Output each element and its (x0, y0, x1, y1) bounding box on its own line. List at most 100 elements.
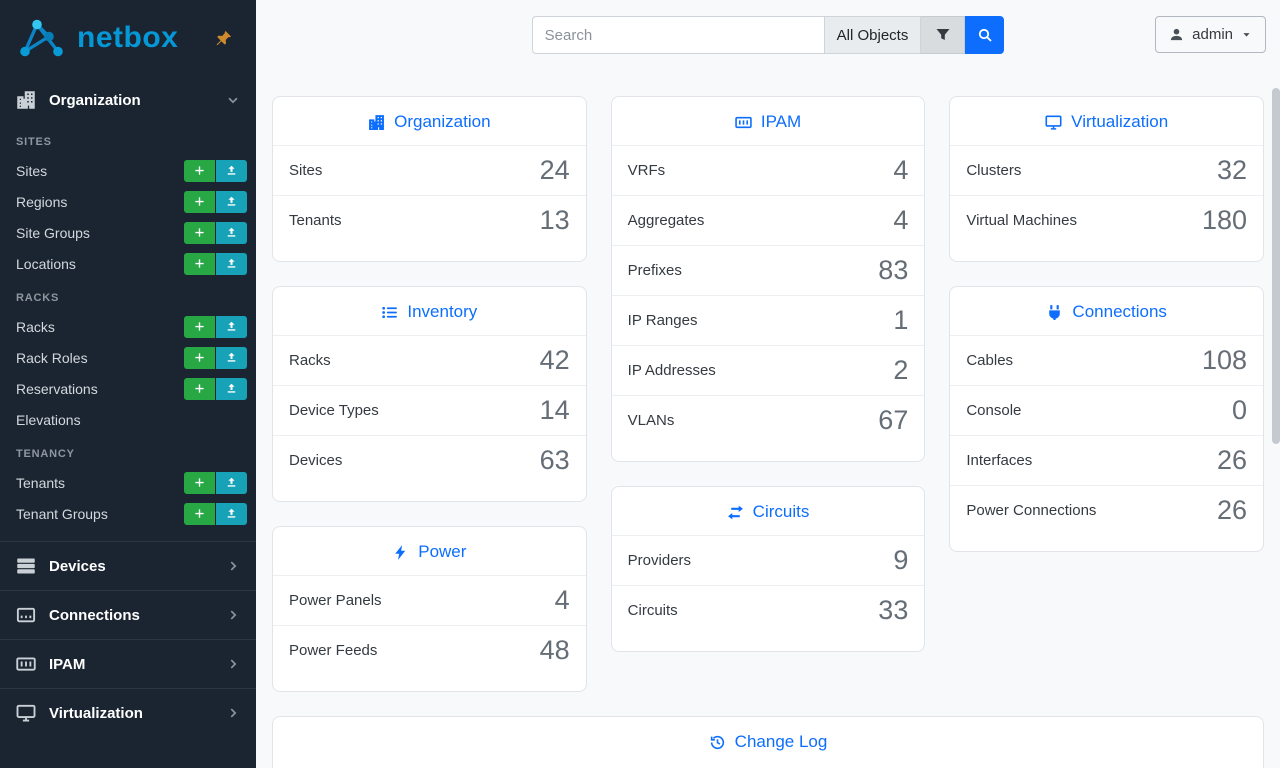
stat-value-prefixes[interactable]: 83 (878, 255, 909, 285)
sidebar-section-ipam[interactable]: IPAM (0, 639, 256, 688)
pin-icon[interactable] (215, 30, 232, 47)
stat-label-power-feeds[interactable]: Power Feeds (289, 642, 378, 659)
search-scope-button[interactable]: All Objects (823, 16, 922, 54)
sidebar-item-label[interactable]: Sites (16, 162, 48, 179)
import-tenant-groups-button[interactable] (216, 502, 247, 525)
stat-label-racks[interactable]: Racks (289, 352, 331, 369)
stat-label-providers[interactable]: Providers (627, 552, 692, 569)
sidebar-section-virtualization[interactable]: Virtualization (0, 688, 256, 737)
add-rack-roles-button[interactable] (184, 346, 215, 369)
scrollbar-thumb[interactable] (1272, 88, 1280, 444)
stat-value-power-panels[interactable]: 4 (554, 585, 570, 615)
stat-label-aggregates[interactable]: Aggregates (627, 212, 705, 229)
add-sites-button[interactable] (184, 159, 215, 182)
stat-value-vrfs[interactable]: 4 (893, 155, 909, 185)
stat-label-prefixes[interactable]: Prefixes (627, 262, 682, 279)
stat-value-power-feeds[interactable]: 48 (539, 635, 570, 665)
stat-label-interfaces[interactable]: Interfaces (966, 452, 1033, 469)
sidebar-item-racks[interactable]: Racks (0, 311, 256, 342)
stat-label-virtual-machines[interactable]: Virtual Machines (966, 212, 1077, 229)
sidebar-item-label[interactable]: Elevations (16, 411, 81, 428)
sidebar-item-sites[interactable]: Sites (0, 155, 256, 186)
card-title-power[interactable]: Power (273, 527, 586, 575)
stat-label-tenants[interactable]: Tenants (289, 212, 342, 229)
stat-value-racks[interactable]: 42 (539, 345, 570, 375)
search-button[interactable] (965, 16, 1005, 54)
stat-value-clusters[interactable]: 32 (1216, 155, 1248, 185)
sidebar-item-reservations[interactable]: Reservations (0, 373, 256, 404)
sidebar-item-elevations[interactable]: Elevations (0, 404, 256, 435)
stat-label-power-connections[interactable]: Power Connections (966, 502, 1097, 519)
sidebar-item-tenant-groups[interactable]: Tenant Groups (0, 498, 256, 529)
import-sites-button[interactable] (216, 159, 247, 182)
sidebar-item-label[interactable]: Reservations (16, 380, 98, 397)
stat-label-ip-ranges[interactable]: IP Ranges (627, 312, 698, 329)
stat-value-circuits[interactable]: 33 (878, 595, 909, 625)
stat-value-console[interactable]: 0 (1231, 395, 1248, 425)
sidebar-section-devices[interactable]: Devices (0, 541, 256, 590)
search-input[interactable] (531, 16, 824, 54)
stat-label-cables[interactable]: Cables (966, 352, 1014, 369)
stat-value-devices[interactable]: 63 (539, 445, 570, 475)
stat-value-cables[interactable]: 108 (1201, 345, 1248, 375)
add-locations-button[interactable] (184, 252, 215, 275)
sidebar-item-tenants[interactable]: Tenants (0, 467, 256, 498)
import-locations-button[interactable] (216, 252, 247, 275)
card-title-connections[interactable]: Connections (950, 287, 1263, 335)
card-title-virtualization[interactable]: Virtualization (950, 97, 1263, 145)
stat-label-circuits[interactable]: Circuits (627, 602, 678, 619)
sidebar-item-locations[interactable]: Locations (0, 248, 256, 279)
import-racks-button[interactable] (216, 315, 247, 338)
import-rack-roles-button[interactable] (216, 346, 247, 369)
sidebar-item-rack-roles[interactable]: Rack Roles (0, 342, 256, 373)
filter-button[interactable] (921, 16, 966, 54)
stat-label-device-types[interactable]: Device Types (289, 402, 379, 419)
sidebar-item-label[interactable]: Racks (16, 318, 55, 335)
import-tenants-button[interactable] (216, 471, 247, 494)
stat-value-power-connections[interactable]: 26 (1216, 495, 1248, 525)
sidebar-item-site-groups[interactable]: Site Groups (0, 217, 256, 248)
stat-value-ip-addresses[interactable]: 2 (893, 355, 909, 385)
scrollbar[interactable] (1272, 0, 1280, 768)
stat-value-interfaces[interactable]: 26 (1216, 445, 1248, 475)
card-title-circuits[interactable]: Circuits (612, 487, 925, 535)
sidebar-item-label[interactable]: Rack Roles (16, 349, 88, 366)
brand[interactable]: netbox (0, 0, 256, 71)
user-menu-button[interactable]: admin (1155, 16, 1266, 53)
stat-label-vlans[interactable]: VLANs (627, 412, 675, 429)
card-title-organization[interactable]: Organization (273, 97, 586, 145)
stat-value-virtual-machines[interactable]: 180 (1201, 205, 1248, 235)
sidebar-item-label[interactable]: Locations (16, 255, 76, 272)
stat-label-ip-addresses[interactable]: IP Addresses (627, 362, 716, 379)
sidebar-item-regions[interactable]: Regions (0, 186, 256, 217)
stat-value-providers[interactable]: 9 (893, 545, 909, 575)
add-tenant-groups-button[interactable] (184, 502, 215, 525)
stat-value-tenants[interactable]: 13 (539, 205, 570, 235)
sidebar-section-connections[interactable]: Connections (0, 590, 256, 639)
sidebar-item-label[interactable]: Site Groups (16, 224, 90, 241)
stat-label-console[interactable]: Console (966, 402, 1022, 419)
import-regions-button[interactable] (216, 190, 247, 213)
sidebar-section-organization[interactable]: Organization (0, 77, 256, 123)
sidebar-item-label[interactable]: Tenants (16, 474, 66, 491)
sidebar-item-label[interactable]: Tenant Groups (16, 505, 108, 522)
add-racks-button[interactable] (184, 315, 215, 338)
import-site-groups-button[interactable] (216, 221, 247, 244)
stat-label-clusters[interactable]: Clusters (966, 162, 1022, 179)
stat-label-power-panels[interactable]: Power Panels (289, 592, 382, 609)
stat-label-vrfs[interactable]: VRFs (627, 162, 666, 179)
stat-label-sites[interactable]: Sites (289, 162, 323, 179)
add-regions-button[interactable] (184, 190, 215, 213)
add-site-groups-button[interactable] (184, 221, 215, 244)
stat-value-device-types[interactable]: 14 (539, 395, 570, 425)
sidebar-item-label[interactable]: Regions (16, 193, 68, 210)
add-tenants-button[interactable] (184, 471, 215, 494)
card-title-ipam[interactable]: IPAM (612, 97, 925, 145)
stat-value-ip-ranges[interactable]: 1 (893, 305, 909, 335)
stat-value-sites[interactable]: 24 (539, 155, 570, 185)
import-reservations-button[interactable] (216, 377, 247, 400)
add-reservations-button[interactable] (184, 377, 215, 400)
stat-value-vlans[interactable]: 67 (878, 405, 909, 435)
card-title-inventory[interactable]: Inventory (273, 287, 586, 335)
stat-value-aggregates[interactable]: 4 (893, 205, 909, 235)
